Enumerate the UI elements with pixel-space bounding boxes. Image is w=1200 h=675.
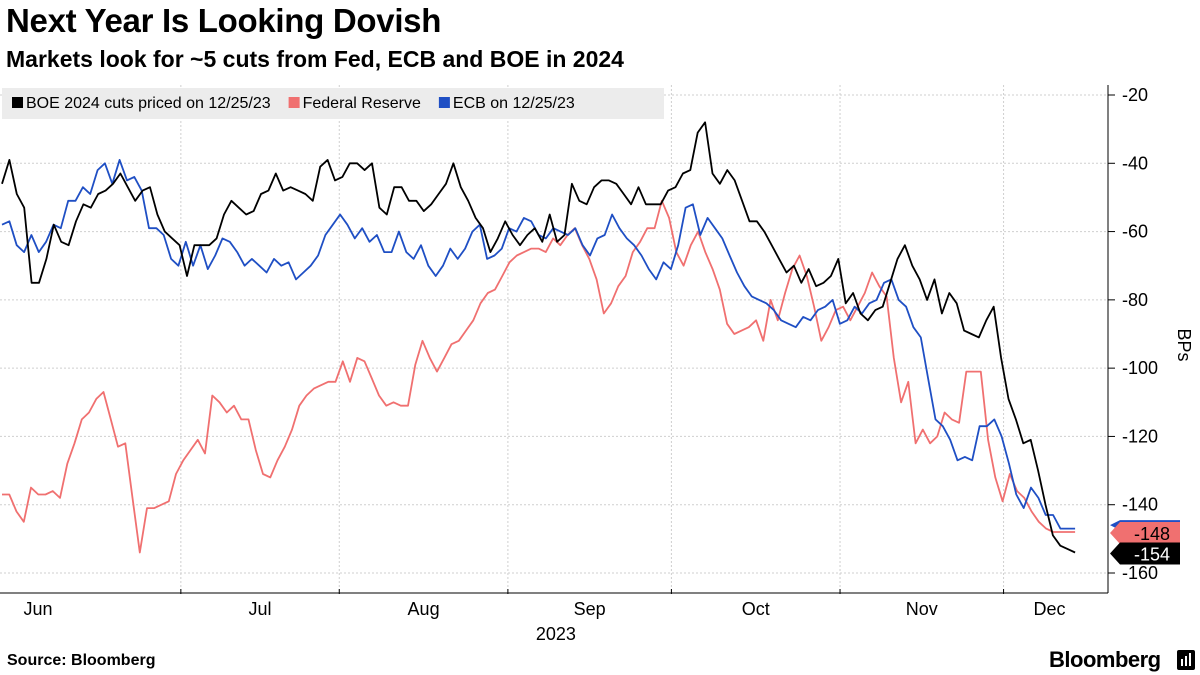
end-labels: -148-154 xyxy=(1110,520,1180,565)
terminal-logo-icon xyxy=(1177,650,1195,670)
y-tick-label: -20 xyxy=(1122,85,1148,105)
legend-label: BOE 2024 cuts priced on 12/25/23 xyxy=(26,95,271,112)
end-label: -154 xyxy=(1110,542,1180,565)
legend-label: Federal Reserve xyxy=(303,95,421,112)
y-tick-label: -80 xyxy=(1122,290,1148,310)
chart-title: Next Year Is Looking Dovish xyxy=(6,2,442,39)
series-line-0 xyxy=(1,121,1076,554)
y-tick-label: -100 xyxy=(1122,358,1158,378)
end-label-shape xyxy=(1110,542,1180,565)
x-tick-label: Jul xyxy=(249,599,272,619)
legend-label: ECB on 12/25/23 xyxy=(453,95,575,112)
x-tick-label: Sep xyxy=(574,599,606,619)
y-tick-label: -40 xyxy=(1122,153,1148,173)
x-axis: Jun Jul Aug Sep Oct Nov Dec 2023 xyxy=(0,589,1108,640)
chart-subtitle: Markets look for ~5 cuts from Fed, ECB a… xyxy=(6,46,624,72)
y-axis-label: BPs xyxy=(1174,328,1194,361)
x-year-label: 2023 xyxy=(536,624,576,640)
source-note: Source: Bloomberg xyxy=(7,652,156,669)
y-tick-label: -140 xyxy=(1122,495,1158,515)
y-tick-label: -120 xyxy=(1122,426,1158,446)
legend: BOE 2024 cuts priced on 12/25/23 Federal … xyxy=(2,88,664,119)
y-axis: -20 -40 -60 -80 -100 -120 -140 -160 BPs xyxy=(1107,85,1194,593)
series-line-1 xyxy=(2,199,1076,554)
y-tick-label: -160 xyxy=(1122,563,1158,583)
end-label-text: -148 xyxy=(1134,524,1170,544)
series-layer xyxy=(1,121,1076,554)
y-tick-label: -60 xyxy=(1122,222,1148,242)
x-tick-label: Aug xyxy=(408,599,440,619)
x-tick-label: Oct xyxy=(742,599,770,619)
legend-background xyxy=(2,88,664,119)
line-chart: Jun Jul Aug Sep Oct Nov Dec 2023 BOE 2024 cuts … xyxy=(0,85,1194,640)
legend-swatch xyxy=(288,97,300,108)
end-label-shape xyxy=(1110,522,1180,545)
legend-swatch xyxy=(438,97,450,108)
series-line-2 xyxy=(1,158,1076,530)
x-tick-label: Jun xyxy=(23,599,52,619)
x-tick-label: Nov xyxy=(906,599,938,619)
end-label-text: -154 xyxy=(1134,545,1170,565)
legend-swatch xyxy=(12,97,23,108)
end-label: -148 xyxy=(1110,522,1180,545)
brand-logo-text: Bloomberg xyxy=(1049,647,1161,672)
gridlines xyxy=(0,85,1108,593)
x-tick-label: Dec xyxy=(1034,599,1066,619)
